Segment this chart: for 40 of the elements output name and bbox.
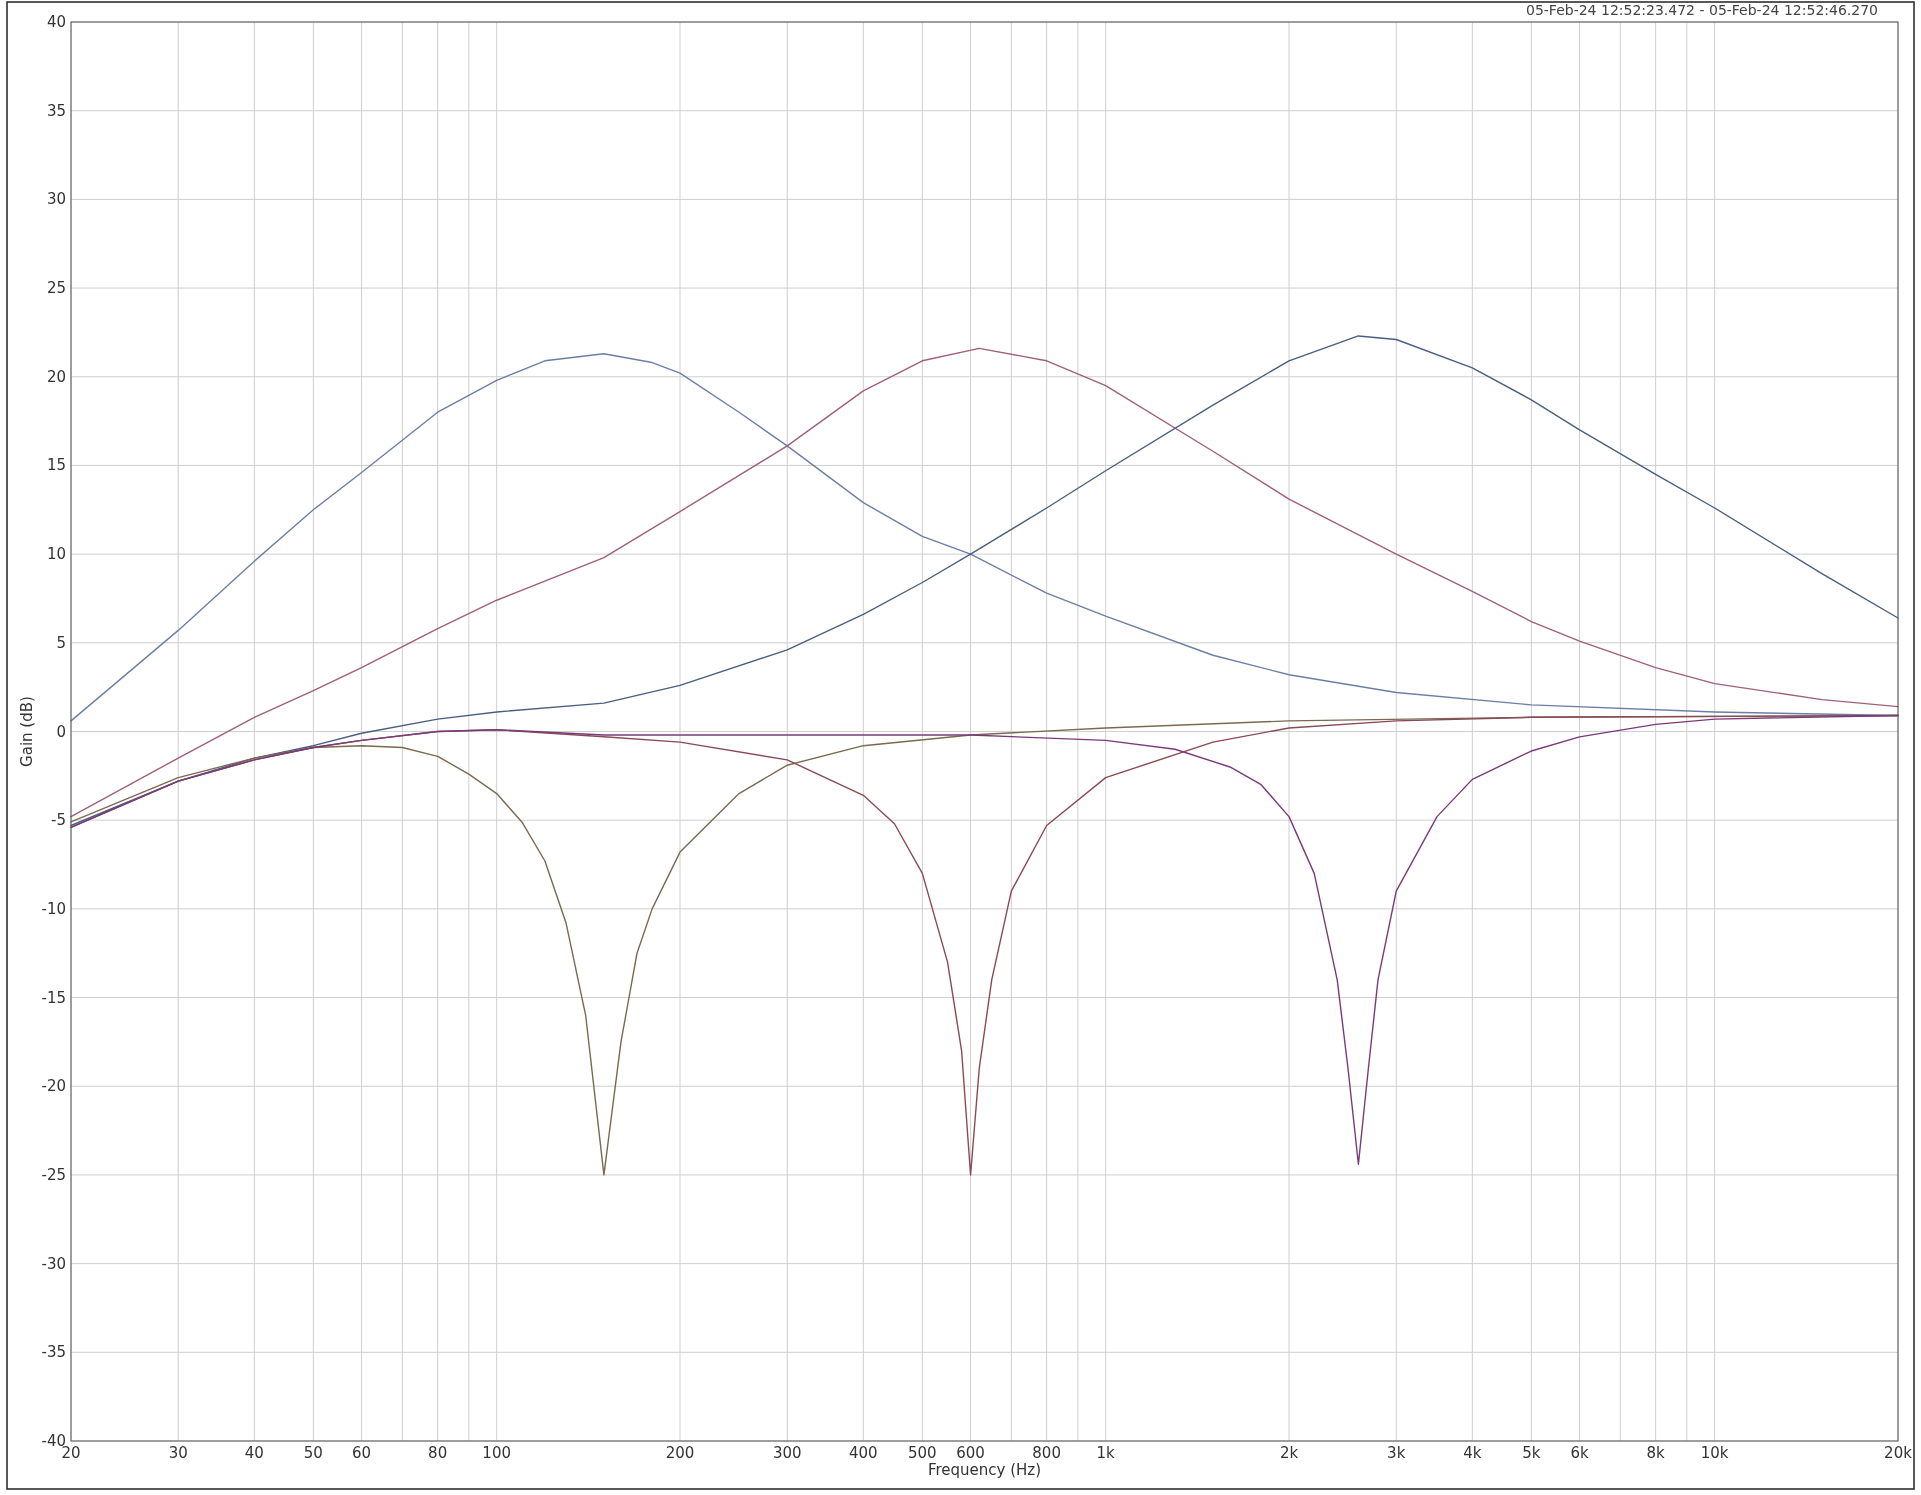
x-tick-label: 1k: [1096, 1444, 1116, 1462]
y-tick-label: -30: [41, 1254, 66, 1273]
y-tick-label: 30: [46, 190, 66, 209]
x-tick-label: 300: [772, 1444, 802, 1462]
y-axis-title: Gain (dB): [18, 696, 36, 767]
y-tick-label: 35: [46, 101, 66, 120]
x-tick-label: 8k: [1646, 1444, 1666, 1462]
x-tick-label: 30: [168, 1444, 188, 1462]
y-tick-label: -20: [41, 1077, 66, 1096]
x-tick-label: 10k: [1700, 1444, 1729, 1462]
x-tick-label: 20k: [1884, 1444, 1913, 1462]
y-tick-label: 40: [46, 13, 66, 31]
y-tick-label: -35: [41, 1343, 66, 1362]
y-tick-label: -25: [41, 1165, 66, 1184]
x-tick-label: 2k: [1279, 1444, 1299, 1462]
x-tick-label: 100: [482, 1444, 511, 1462]
x-tick-label: 80: [428, 1444, 448, 1462]
y-tick-label: -10: [41, 899, 66, 918]
x-tick-label: 4k: [1463, 1444, 1482, 1462]
x-tick-label: 50: [303, 1444, 323, 1462]
y-tick-label: -15: [41, 988, 66, 1007]
x-tick-label: 6k: [1570, 1444, 1589, 1462]
x-tick-label: 200: [665, 1444, 695, 1462]
y-tick-label: 25: [46, 279, 66, 298]
x-tick-label: 5k: [1522, 1444, 1541, 1462]
x-tick-label: 400: [849, 1444, 878, 1462]
x-tick-label: 500: [908, 1444, 937, 1462]
y-tick-label: 10: [46, 545, 66, 564]
text: 05-Feb-24 12:52:23.472 - 05-Feb-24 12:52:46.270: [1526, 2, 1878, 18]
y-tick-label: 15: [46, 456, 66, 475]
y-tick-label: 5: [56, 633, 66, 652]
x-axis-title: Frequency (Hz): [927, 1461, 1042, 1479]
y-tick-label: 20: [46, 367, 66, 386]
y-tick-label: -5: [51, 811, 66, 830]
x-tick-label: 40: [244, 1444, 264, 1462]
x-tick-label: 60: [352, 1444, 372, 1462]
y-tick-label: 0: [56, 722, 66, 741]
x-tick-label: 800: [1032, 1444, 1061, 1462]
x-tick-label: 600: [956, 1444, 985, 1462]
x-tick-label: 3k: [1387, 1444, 1406, 1462]
